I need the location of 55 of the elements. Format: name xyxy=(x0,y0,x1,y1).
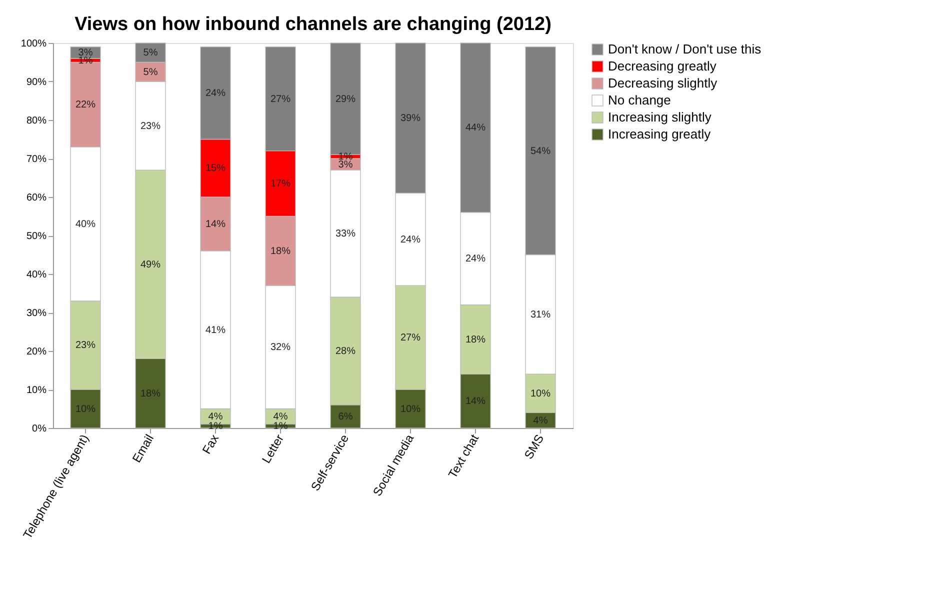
data-label: 4% xyxy=(273,411,288,422)
data-label: 49% xyxy=(140,259,161,270)
y-tick-label: 60% xyxy=(26,192,47,204)
y-tick-label: 80% xyxy=(26,116,47,126)
data-label: 33% xyxy=(335,228,356,240)
data-label: 14% xyxy=(465,396,486,408)
data-label: 31% xyxy=(530,309,551,320)
y-tick-label: 30% xyxy=(26,308,47,319)
data-label: 24% xyxy=(205,88,226,100)
legend-label: Don't know / Don't use this xyxy=(608,42,762,56)
data-label: 18% xyxy=(465,334,486,346)
data-label: 32% xyxy=(270,342,291,354)
data-label: 4% xyxy=(533,415,548,426)
data-label: 29% xyxy=(335,94,356,105)
data-label: 44% xyxy=(465,122,486,134)
data-label: 23% xyxy=(140,120,161,132)
data-label: 18% xyxy=(270,246,291,257)
data-label: 5% xyxy=(143,48,158,59)
data-label: 41% xyxy=(205,324,226,336)
y-tick-label: 90% xyxy=(26,77,47,88)
legend-label: Increasing slightly xyxy=(608,110,712,124)
chart-title: Views on how inbound channels are changing (2012) xyxy=(74,14,552,35)
y-tick-label: 10% xyxy=(26,385,47,396)
data-label: 10% xyxy=(400,404,421,415)
data-label: 23% xyxy=(75,340,96,352)
data-label: 28% xyxy=(335,346,356,357)
data-label: 40% xyxy=(75,218,96,230)
data-label: 10% xyxy=(75,404,96,415)
data-label: 5% xyxy=(143,66,158,78)
y-tick-label: 70% xyxy=(26,154,47,165)
data-label: 3% xyxy=(338,159,353,170)
data-label: 27% xyxy=(400,332,421,344)
data-label: 14% xyxy=(205,218,226,230)
data-label: 10% xyxy=(530,388,551,400)
y-tick-label: 0% xyxy=(32,424,47,434)
data-label: 15% xyxy=(205,163,226,174)
data-label: 24% xyxy=(465,254,486,265)
legend-label: Decreasing greatly xyxy=(608,58,717,74)
y-tick-label: 50% xyxy=(26,231,47,242)
data-label: 4% xyxy=(208,411,223,422)
data-label: 24% xyxy=(400,234,421,246)
data-label: 22% xyxy=(75,100,96,111)
legend-label: No change xyxy=(608,92,671,108)
x-tick-label: Fax xyxy=(199,432,222,456)
data-label: 27% xyxy=(270,94,291,105)
data-label: 17% xyxy=(270,178,291,190)
y-tick-label: 40% xyxy=(26,270,47,280)
legend-label: Decreasing slightly xyxy=(608,76,718,90)
data-label: 39% xyxy=(400,113,421,124)
data-label: 54% xyxy=(530,146,551,157)
legend-label: Increasing greatly xyxy=(608,126,712,142)
y-tick-label: 100% xyxy=(20,38,47,50)
y-tick-label: 20% xyxy=(26,346,47,358)
data-label: 18% xyxy=(140,388,161,400)
data-label: 6% xyxy=(338,411,353,422)
